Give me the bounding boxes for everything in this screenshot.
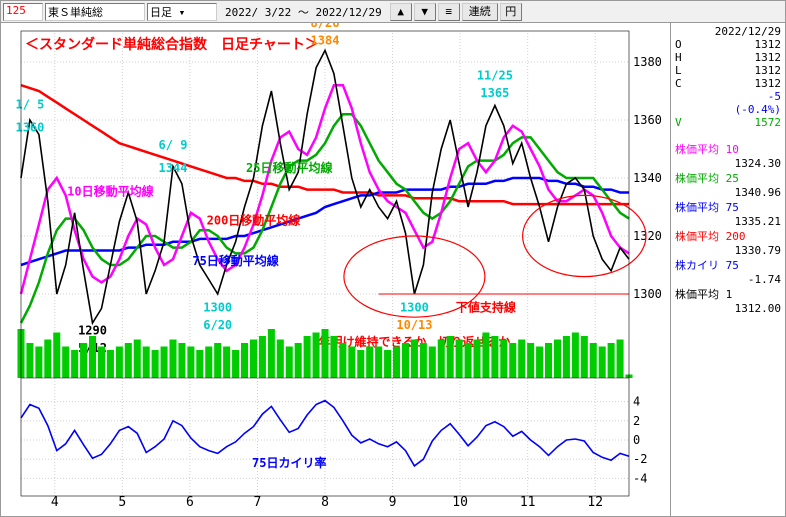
svg-text:1300: 1300 [203,300,232,314]
svg-text:下値支持線: 下値支持線 [456,299,516,314]
svg-text:1360: 1360 [15,121,44,135]
code-input[interactable]: 125 [3,3,43,21]
svg-text:＜スタンダード単純総合指数 日足チャート＞: ＜スタンダード単純総合指数 日足チャート＞ [25,36,319,53]
svg-text:1300: 1300 [400,300,429,314]
side-date: 2022/12/29 [715,25,781,38]
toolbar: 125 東Ｓ単純総 日足 ▾ 2022/ 3/22 ～ 2022/12/29 ▲… [1,1,785,23]
svg-text:1340: 1340 [633,171,662,185]
svg-text:-2: -2 [633,452,647,466]
chart-area: 1300 1320 1340 1360 1380 ＜スタンダード単純総合指数 日足チャート… [1,23,671,517]
svg-text:1/ 5: 1/ 5 [15,97,44,111]
svg-text:1320: 1320 [633,229,662,243]
cont-button[interactable]: 連続 [462,3,498,21]
svg-text:1290: 1290 [78,324,107,338]
svg-text:6: 6 [186,495,194,510]
svg-text:1380: 1380 [633,55,662,69]
svg-text:1384: 1384 [311,34,340,48]
svg-text:1365: 1365 [480,86,509,100]
menu-button[interactable]: ≡ [438,3,460,21]
svg-text:10/13: 10/13 [396,318,432,332]
svg-text:1344: 1344 [159,161,188,175]
name-input[interactable]: 東Ｓ単純総 [45,3,145,21]
svg-text:25日移動平均線: 25日移動平均線 [246,160,332,175]
yen-button[interactable]: 円 [500,3,522,21]
date-range: 2022/ 3/22 ～ 2022/12/29 [219,4,388,20]
svg-text:9: 9 [389,495,397,510]
svg-text:8/26: 8/26 [311,23,340,30]
svg-text:10日移動平均線: 10日移動平均線 [67,183,153,198]
side-panel: 2022/12/29 O1312 H1312 L1312 C1312 -5 (-… [671,23,785,517]
up-button[interactable]: ▲ [390,3,412,21]
svg-text:4: 4 [633,395,640,409]
svg-text:7: 7 [254,495,262,510]
svg-text:11/25: 11/25 [477,68,513,82]
svg-text:5: 5 [118,495,126,510]
svg-text:6/ 9: 6/ 9 [159,138,188,152]
svg-text:75日カイリ率: 75日カイリ率 [252,455,326,470]
app-root: 125 東Ｓ単純総 日足 ▾ 2022/ 3/22 ～ 2022/12/29 ▲… [0,0,786,517]
svg-text:4: 4 [51,495,59,510]
svg-text:10: 10 [452,495,468,510]
svg-text:75日移動平均線: 75日移動平均線 [192,253,278,268]
svg-text:6/20: 6/20 [203,318,232,332]
svg-text:-4: -4 [633,471,647,485]
svg-text:0: 0 [633,433,640,447]
svg-text:200日移動平均線: 200日移動平均線 [207,212,301,227]
period-select[interactable]: 日足 ▾ [147,3,217,21]
svg-text:2: 2 [633,414,640,428]
chart-svg: 1300 1320 1340 1360 1380 ＜スタンダード単純総合指数 日足チャート… [1,23,671,517]
down-button[interactable]: ▼ [414,3,436,21]
svg-text:12: 12 [587,495,603,510]
svg-text:11: 11 [520,495,536,510]
svg-text:1300: 1300 [633,287,662,301]
svg-text:8: 8 [321,495,329,510]
main: 1300 1320 1340 1360 1380 ＜スタンダード単純総合指数 日足チャート… [1,23,785,517]
svg-text:1360: 1360 [633,113,662,127]
